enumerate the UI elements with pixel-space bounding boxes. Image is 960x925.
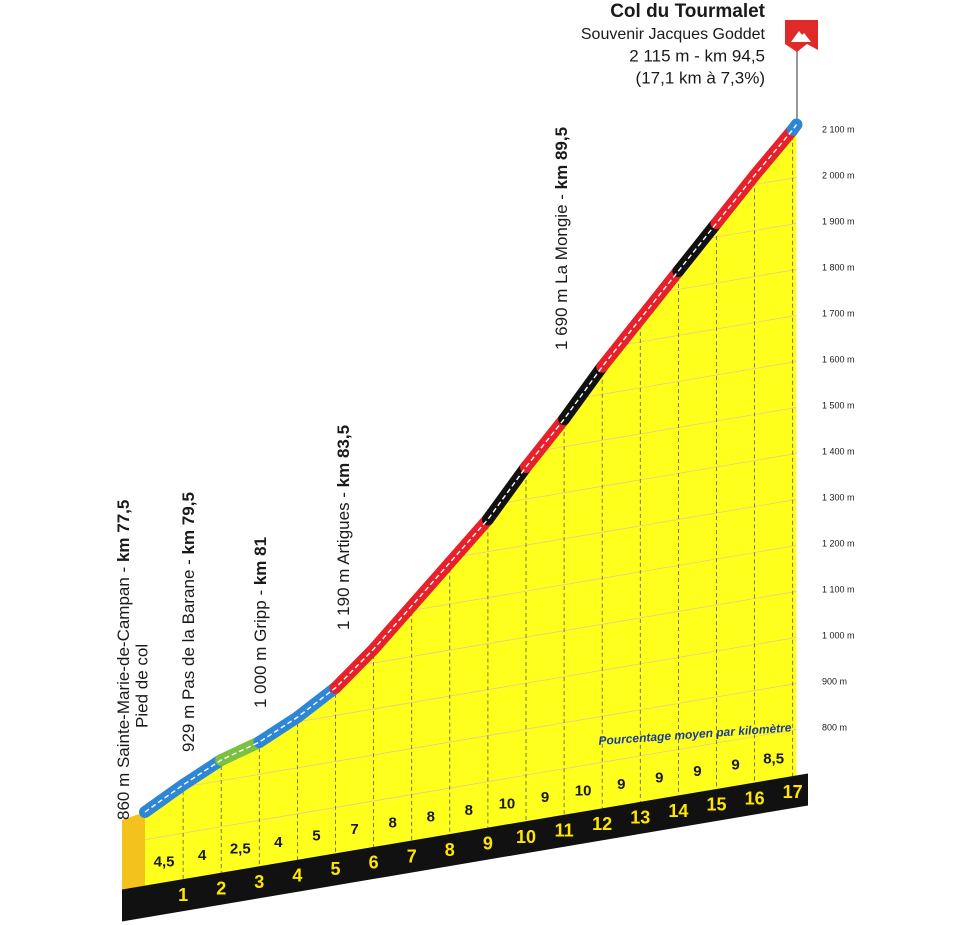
pass-name: 1 690 m La Mongie - xyxy=(552,189,571,350)
pass-km: km 79,5 xyxy=(179,492,198,554)
gradient-label: 4 xyxy=(274,834,283,851)
km-label: 10 xyxy=(516,827,536,847)
km-label: 5 xyxy=(330,859,340,879)
km-label: 7 xyxy=(407,846,417,866)
chart-title: Col du Tourmalet xyxy=(610,1,765,22)
km-label: 3 xyxy=(254,872,264,892)
y-tick-label: 1 700 m xyxy=(822,308,855,318)
km-label: 13 xyxy=(630,808,650,828)
gradient-label: 2,5 xyxy=(230,840,251,857)
pass-label: 1 190 m Artigues - km 83,5 xyxy=(334,425,353,630)
gradient-label: 4 xyxy=(198,847,207,864)
pass-km: km 89,5 xyxy=(552,127,571,189)
y-tick-label: 800 m xyxy=(822,722,847,732)
km-label: 12 xyxy=(592,814,612,834)
gradient-label: 10 xyxy=(575,782,592,799)
pass-label: 860 m Sainte-Marie-de-Campan - km 77,5 xyxy=(114,500,133,820)
y-tick-label: 1 400 m xyxy=(822,446,855,456)
pass-km: km 81 xyxy=(251,537,270,585)
gradient-label: 9 xyxy=(655,770,663,787)
y-tick-label: 1 300 m xyxy=(822,492,855,502)
subtitle: 2 115 m - km 94,5 xyxy=(629,46,765,65)
gradient-label: 8,5 xyxy=(763,750,784,767)
gradient-label: 9 xyxy=(617,776,625,793)
gradient-label: 4,5 xyxy=(154,853,175,870)
gradient-label: 10 xyxy=(499,795,516,812)
km-label: 1 xyxy=(178,885,188,905)
km-label: 11 xyxy=(555,820,574,840)
km-label: 16 xyxy=(745,788,765,808)
pass-name: 929 m Pas de la Barane - xyxy=(179,554,198,752)
y-tick-label: 1 900 m xyxy=(822,216,855,226)
gradient-label: 8 xyxy=(465,802,473,819)
y-tick-label: 900 m xyxy=(822,676,847,686)
pass-km: km 83,5 xyxy=(334,425,353,487)
y-tick-label: 1 600 m xyxy=(822,354,855,364)
y-tick-label: 1 500 m xyxy=(822,400,855,410)
gradient-label: 9 xyxy=(693,763,701,780)
profile-area xyxy=(145,124,797,886)
pass-name: 1 190 m Artigues - xyxy=(334,487,353,630)
pass-name: 1 000 m Gripp - xyxy=(251,585,270,708)
gradient-label: 9 xyxy=(541,789,549,806)
gradient-label: 9 xyxy=(731,757,739,774)
gradient-label: 8 xyxy=(427,808,435,825)
y-tick-label: 1 000 m xyxy=(822,630,855,640)
km-label: 2 xyxy=(216,878,226,898)
y-tick-label: 2 000 m xyxy=(822,170,855,180)
plot: 800 m 900 m 1 000 m 1 100 m 1 200 m 1 300 m 1 … xyxy=(114,118,855,922)
base-strip xyxy=(122,773,808,922)
subtitle: (17,1 km à 7,3%) xyxy=(636,68,765,87)
km-label: 15 xyxy=(706,795,726,815)
km-label: 6 xyxy=(369,853,379,873)
km-label: 4 xyxy=(292,866,302,886)
subtitle: Souvenir Jacques Goddet xyxy=(581,26,766,43)
km-label: 17 xyxy=(783,782,803,802)
gradient-label: 7 xyxy=(350,821,358,838)
pass-name: 860 m Sainte-Marie-de-Campan - xyxy=(114,562,133,820)
pass-label: 1 690 m La Mongie - km 89,5 xyxy=(552,127,571,350)
gradient-label: 5 xyxy=(312,828,320,845)
front-face xyxy=(122,812,145,890)
gradient-label: 8 xyxy=(388,815,396,832)
y-tick-label: 1 100 m xyxy=(822,584,855,594)
grid-line xyxy=(145,726,797,844)
flag-icon xyxy=(791,31,811,42)
grid-line xyxy=(145,680,797,798)
pass-label: 1 000 m Gripp - km 81 xyxy=(251,537,270,708)
pass-km: km 77,5 xyxy=(114,500,133,562)
y-tick-label: 1 800 m xyxy=(822,262,855,272)
pass-note: Pied de col xyxy=(132,644,151,728)
pass-label: 929 m Pas de la Barane - km 79,5 xyxy=(179,492,198,752)
km-label: 9 xyxy=(483,833,493,853)
profile-segment xyxy=(139,778,190,819)
km-label: 8 xyxy=(445,840,455,860)
y-tick-label: 1 200 m xyxy=(822,538,855,548)
y-tick-label: 2 100 m xyxy=(822,124,855,134)
km-label: 14 xyxy=(668,801,688,821)
